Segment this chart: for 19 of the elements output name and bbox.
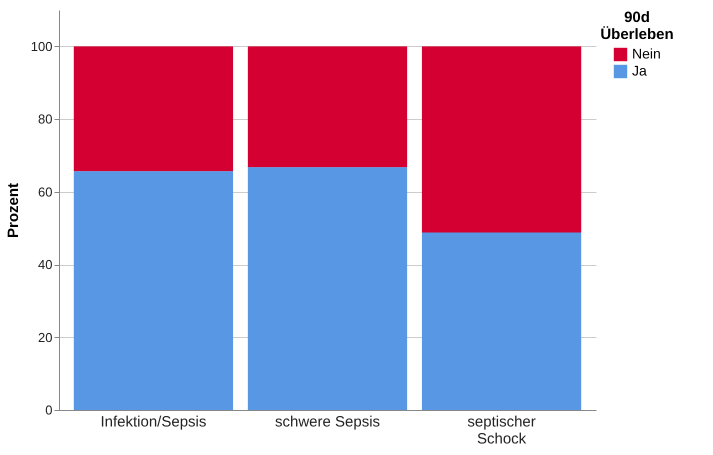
bar (248, 46, 408, 168)
bar (74, 171, 234, 410)
legend-title: 90d Überleben (600, 9, 674, 43)
bar (422, 46, 582, 233)
x-tick-label: schwere Sepsis (274, 414, 380, 430)
legend-label: Nein (632, 46, 661, 62)
y-axis-title: Prozent (4, 182, 22, 238)
y-tick-label: 40 (38, 257, 52, 272)
y-tick-label: 0 (45, 402, 52, 418)
x-tick-label: Infektion/Sepsis (100, 414, 206, 430)
y-tick-label: 80 (38, 112, 52, 127)
bar (248, 167, 408, 410)
y-tick-label: 100 (30, 38, 52, 54)
bar (422, 232, 582, 410)
y-tick-label: 20 (38, 330, 52, 345)
x-tick-label: septischer Schock (467, 414, 536, 448)
bar (74, 46, 234, 172)
y-tick-label: 60 (38, 184, 52, 200)
legend-label: Ja (632, 62, 647, 78)
